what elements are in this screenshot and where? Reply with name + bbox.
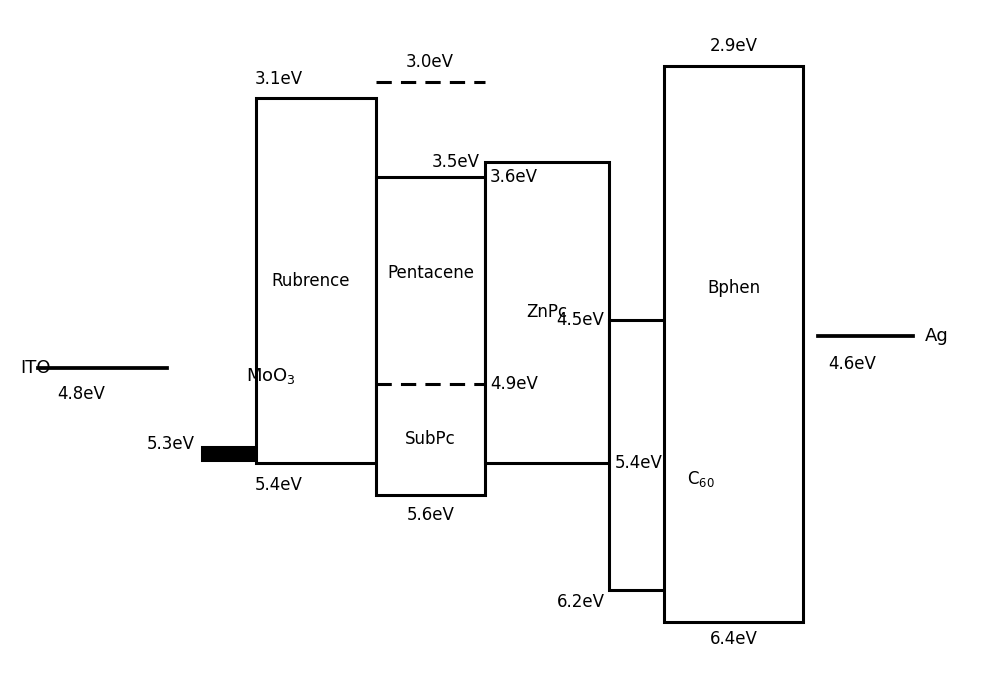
Bar xyxy=(256,98,376,463)
Text: 3.6eV: 3.6eV xyxy=(490,168,538,187)
Bar xyxy=(376,177,485,495)
Bar xyxy=(609,320,734,590)
Text: C$_{60}$: C$_{60}$ xyxy=(687,469,715,489)
Text: 4.9eV: 4.9eV xyxy=(490,374,538,393)
Text: Rubrence: Rubrence xyxy=(272,271,350,290)
Text: 4.6eV: 4.6eV xyxy=(828,355,876,373)
Text: 4.5eV: 4.5eV xyxy=(557,311,604,329)
Text: 2.9eV: 2.9eV xyxy=(710,37,758,55)
Text: SubPc: SubPc xyxy=(405,430,456,448)
Text: ZnPc: ZnPc xyxy=(527,303,568,322)
Text: 5.3eV: 5.3eV xyxy=(147,435,195,453)
Bar xyxy=(485,161,609,463)
Text: 5.6eV: 5.6eV xyxy=(406,506,454,524)
Text: Pentacene: Pentacene xyxy=(387,264,474,282)
Text: ITO: ITO xyxy=(21,359,51,377)
Text: 6.2eV: 6.2eV xyxy=(556,593,604,611)
Text: MoO$_3$: MoO$_3$ xyxy=(246,366,296,386)
Text: 6.4eV: 6.4eV xyxy=(710,630,758,648)
Text: 4.8eV: 4.8eV xyxy=(57,386,105,403)
Text: 3.5eV: 3.5eV xyxy=(432,152,480,171)
Text: 5.4eV: 5.4eV xyxy=(614,454,662,472)
Bar xyxy=(202,448,376,460)
Text: Bphen: Bphen xyxy=(707,280,760,297)
Text: 5.4eV: 5.4eV xyxy=(254,476,302,493)
Bar xyxy=(664,66,803,622)
Text: 3.0eV: 3.0eV xyxy=(406,53,454,71)
Text: 3.1eV: 3.1eV xyxy=(254,70,302,88)
Text: Ag: Ag xyxy=(925,327,948,345)
